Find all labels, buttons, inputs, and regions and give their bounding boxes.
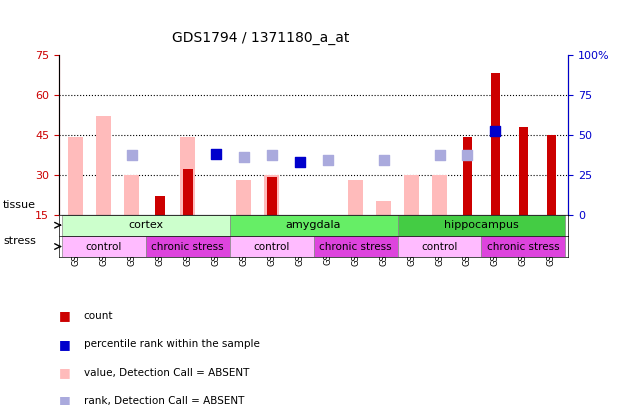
Text: value, Detection Call = ABSENT: value, Detection Call = ABSENT — [84, 368, 249, 377]
Text: chronic stress: chronic stress — [319, 241, 392, 252]
Point — [379, 157, 389, 164]
Bar — [314, 236, 397, 257]
Point — [266, 152, 276, 159]
Bar — [155, 196, 165, 215]
Point — [211, 151, 220, 157]
Text: percentile rank within the sample: percentile rank within the sample — [84, 339, 260, 349]
Bar — [397, 236, 481, 257]
Bar — [463, 137, 473, 215]
Text: tissue: tissue — [3, 200, 36, 209]
Bar — [267, 177, 276, 215]
Text: control: control — [421, 241, 458, 252]
Bar — [546, 134, 556, 215]
Bar — [432, 175, 447, 215]
Bar — [180, 137, 196, 215]
Text: hippocampus: hippocampus — [444, 220, 519, 230]
Text: stress: stress — [3, 236, 36, 246]
Bar — [348, 180, 363, 215]
Bar — [96, 116, 111, 215]
Bar — [230, 236, 314, 257]
Text: amygdala: amygdala — [286, 220, 342, 230]
Text: ■: ■ — [59, 366, 71, 379]
Point — [294, 158, 304, 165]
Bar — [236, 180, 252, 215]
Bar — [481, 236, 565, 257]
Point — [238, 154, 248, 160]
Point — [463, 152, 473, 159]
Text: count: count — [84, 311, 114, 321]
Point — [323, 157, 333, 164]
Text: chronic stress: chronic stress — [152, 241, 224, 252]
Text: rank, Detection Call = ABSENT: rank, Detection Call = ABSENT — [84, 396, 244, 405]
Bar — [404, 175, 419, 215]
Text: control: control — [86, 241, 122, 252]
Bar — [519, 127, 528, 215]
Text: chronic stress: chronic stress — [487, 241, 560, 252]
Point — [491, 128, 501, 134]
Bar — [62, 236, 146, 257]
Text: GDS1794 / 1371180_a_at: GDS1794 / 1371180_a_at — [172, 30, 350, 45]
Text: cortex: cortex — [128, 220, 163, 230]
Bar — [230, 215, 397, 236]
Bar — [62, 215, 230, 236]
Bar — [491, 73, 501, 215]
Bar — [264, 175, 279, 215]
Text: ■: ■ — [59, 394, 71, 405]
Point — [127, 152, 137, 159]
Bar — [397, 215, 565, 236]
Text: ■: ■ — [59, 309, 71, 322]
Bar — [68, 137, 83, 215]
Bar — [376, 201, 391, 215]
Text: ■: ■ — [59, 338, 71, 351]
Text: control: control — [253, 241, 290, 252]
Point — [435, 152, 445, 159]
Bar — [124, 175, 140, 215]
Bar — [146, 236, 230, 257]
Bar — [183, 169, 193, 215]
